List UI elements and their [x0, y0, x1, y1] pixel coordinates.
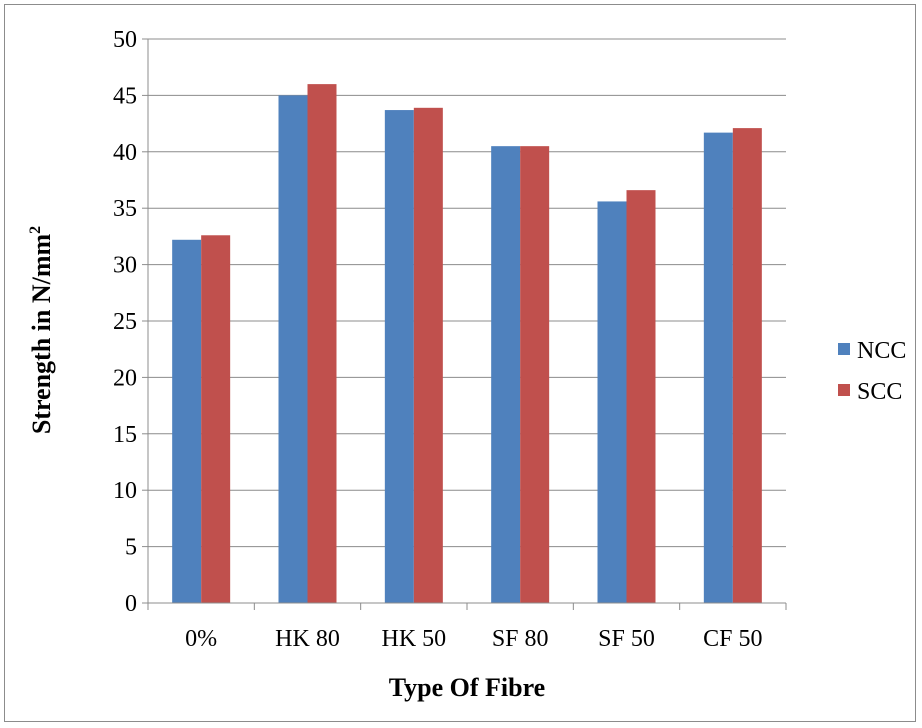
bar-scc-2	[413, 107, 443, 604]
bar-scc-4	[626, 190, 656, 604]
legend-swatch-scc	[838, 384, 850, 396]
bar-scc-1	[307, 84, 337, 604]
y-tick-label: 50	[113, 27, 137, 53]
legend-swatch-ncc	[838, 343, 850, 355]
y-tick-label: 5	[125, 535, 137, 561]
x-tick-label: HK 50	[381, 626, 446, 652]
bar-scc-0	[201, 235, 231, 603]
y-tick-label: 25	[113, 309, 137, 335]
bar-ncc-0	[172, 239, 202, 603]
bar-scc-5	[732, 128, 762, 603]
y-tick-label: 10	[113, 478, 137, 504]
bar-ncc-5	[703, 132, 733, 603]
y-tick-label: 0	[125, 591, 137, 617]
y-tick-label: 30	[113, 253, 137, 279]
legend-label-scc: SCC	[857, 379, 902, 405]
x-tick-label: CF 50	[703, 626, 762, 652]
legend: NCC SCC	[838, 338, 906, 405]
bars	[172, 84, 762, 604]
bar-chart: 0 5 10 15 20 25 30 35 40 45 50 0% HK 80 HK 50 SF 80 SF …	[27, 27, 906, 702]
y-axis-title-text: Strength in N/mm	[27, 234, 56, 435]
tick-labels: 0 5 10 15 20 25 30 35 40 45 50 0% HK 80 HK 50 SF 80 SF …	[113, 27, 763, 652]
legend-label-ncc: NCC	[857, 338, 906, 364]
bar-ncc-3	[491, 146, 521, 603]
x-tick-label: 0%	[185, 626, 217, 652]
x-tick-label: SF 80	[492, 626, 549, 652]
x-tick-label: SF 50	[598, 626, 655, 652]
y-tick-label: 35	[113, 196, 137, 222]
bar-scc-3	[520, 146, 550, 603]
y-axis-title: Strength in N/mm2	[27, 226, 56, 434]
y-axis-title-superscript: 2	[27, 226, 44, 234]
gridlines	[148, 38, 786, 548]
axes	[142, 38, 787, 610]
chart-frame: 0 5 10 15 20 25 30 35 40 45 50 0% HK 80 HK 50 SF 80 SF …	[4, 4, 916, 722]
bar-ncc-1	[278, 95, 308, 604]
bar-ncc-4	[597, 201, 627, 603]
x-axis-title: Type Of Fibre	[389, 673, 545, 702]
y-tick-label: 20	[113, 365, 137, 391]
y-tick-label: 45	[113, 83, 137, 109]
y-tick-label: 15	[113, 422, 137, 448]
bar-ncc-2	[384, 110, 414, 604]
y-tick-label: 40	[113, 140, 137, 166]
x-tick-label: HK 80	[275, 626, 340, 652]
